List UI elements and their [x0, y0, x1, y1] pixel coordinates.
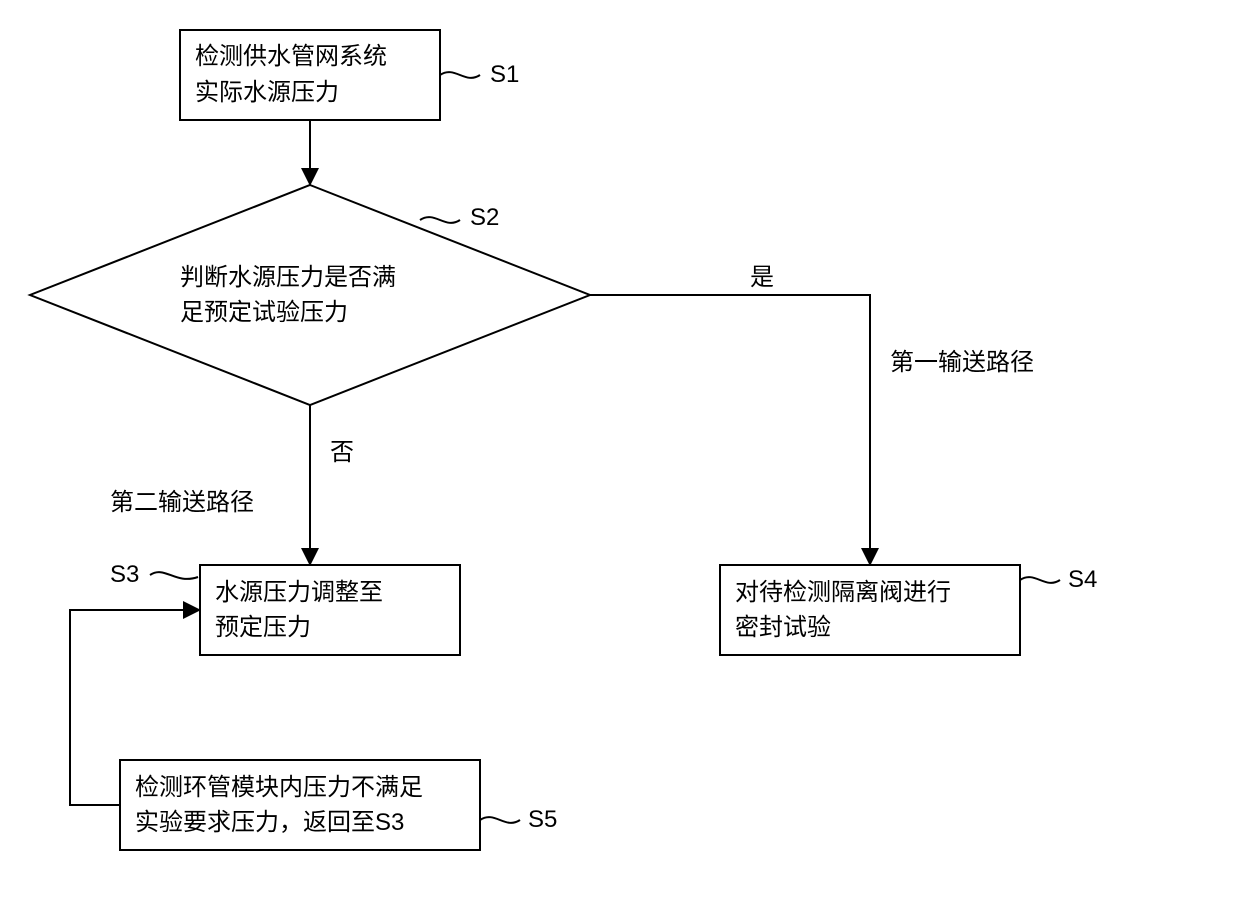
edge-s2-s4-main: 是: [750, 264, 774, 291]
node-s5: 检测环管模块内压力不满足 实验要求压力，返回至S3: [120, 760, 480, 850]
edge-s2-s4-side: 第一输送路径: [890, 349, 1034, 376]
step-label-s2: S2: [420, 204, 499, 231]
node-s4-line2: 密封试验: [735, 614, 831, 641]
svg-text:S3: S3: [110, 561, 139, 588]
edge-s2-s3-side: 第二输送路径: [110, 489, 254, 516]
edge-s2-s3-main: 否: [330, 439, 354, 466]
node-s3: 水源压力调整至 预定压力: [200, 565, 460, 655]
node-s1-line2: 实际水源压力: [195, 79, 339, 106]
node-s3-line1: 水源压力调整至: [215, 579, 383, 606]
step-label-s3: S3: [110, 561, 198, 588]
flowchart-canvas: 检测供水管网系统 实际水源压力 S1 判断水源压力是否满 足预定试验压力 S2 …: [0, 0, 1240, 907]
edge-s2-s3: 否 第二输送路径: [110, 405, 354, 563]
node-s2: 判断水源压力是否满 足预定试验压力: [30, 185, 590, 405]
edge-s2-s4: 是 第一输送路径: [590, 264, 1034, 563]
node-s4-line1: 对待检测隔离阀进行: [735, 579, 951, 606]
node-s1-line1: 检测供水管网系统: [195, 43, 387, 70]
node-s4: 对待检测隔离阀进行 密封试验: [720, 565, 1020, 655]
svg-text:S5: S5: [528, 806, 557, 833]
svg-text:S2: S2: [470, 204, 499, 231]
step-label-s1: S1: [440, 61, 519, 88]
step-label-s4: S4: [1020, 566, 1097, 593]
node-s5-line1: 检测环管模块内压力不满足: [135, 774, 423, 801]
node-s3-line2: 预定压力: [215, 614, 311, 641]
step-label-s5: S5: [480, 806, 557, 833]
node-s2-line2: 足预定试验压力: [180, 299, 348, 326]
node-s1: 检测供水管网系统 实际水源压力: [180, 30, 440, 120]
node-s2-line1: 判断水源压力是否满: [180, 264, 396, 291]
node-s5-line2: 实验要求压力，返回至S3: [135, 809, 404, 836]
svg-text:S1: S1: [490, 61, 519, 88]
svg-text:S4: S4: [1068, 566, 1097, 593]
